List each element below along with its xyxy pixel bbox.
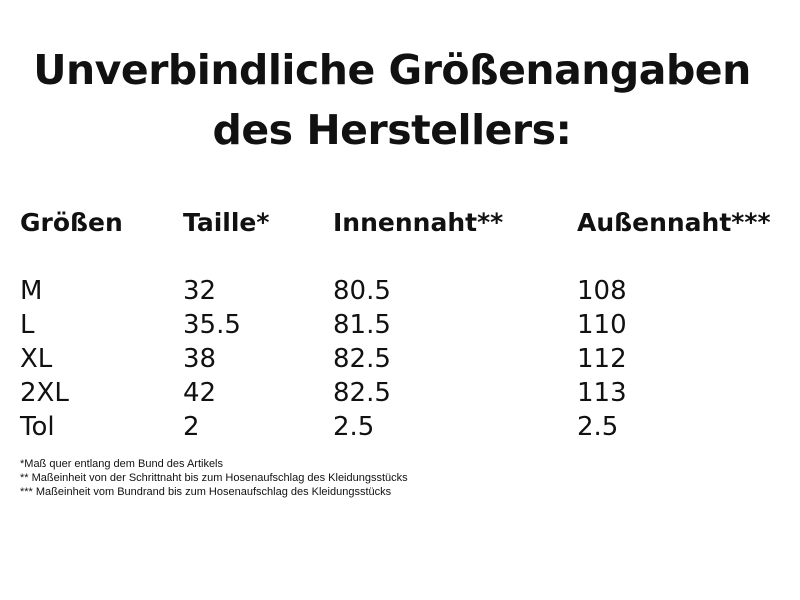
cell-taille: 35.5 <box>183 310 241 340</box>
page-title: Unverbindliche Größenangaben des Herstel… <box>0 40 784 160</box>
cell-taille: 42 <box>183 378 217 408</box>
footnote-aussennaht: *** Maßeinheit vom Bundrand bis zum Hose… <box>20 486 392 498</box>
footnote-innennaht: ** Maßeinheit von der Schrittnaht bis zu… <box>20 472 408 484</box>
size-table: Größen Taille* Innennaht** Außennaht*** … <box>20 200 787 444</box>
cell-innennaht: 82.5 <box>333 378 391 408</box>
cell-innennaht: 81.5 <box>333 310 391 340</box>
title-line-1: Unverbindliche Größenangaben <box>33 46 751 94</box>
cell-aussennaht: 113 <box>577 378 627 408</box>
table-row: L 35.5 81.5 110 <box>20 308 787 342</box>
cell-taille: 32 <box>183 276 217 306</box>
cell-size: M <box>20 276 43 306</box>
cell-size: L <box>20 310 35 340</box>
cell-innennaht: 80.5 <box>333 276 391 306</box>
table-row: XL 38 82.5 112 <box>20 342 787 376</box>
cell-aussennaht: 112 <box>577 344 627 374</box>
cell-aussennaht: 108 <box>577 276 627 306</box>
footnotes: *Maß quer entlang dem Bund des Artikels … <box>20 457 408 499</box>
cell-size: Tol <box>20 412 55 442</box>
table-header-row: Größen Taille* Innennaht** Außennaht*** <box>20 200 787 246</box>
header-innennaht: Innennaht** <box>333 208 504 237</box>
cell-aussennaht: 2.5 <box>577 412 619 442</box>
cell-innennaht: 2.5 <box>333 412 375 442</box>
cell-aussennaht: 110 <box>577 310 627 340</box>
table-row: M 32 80.5 108 <box>20 274 787 308</box>
header-aussennaht: Außennaht*** <box>577 208 771 237</box>
header-taille: Taille* <box>183 208 270 237</box>
cell-size: XL <box>20 344 53 374</box>
cell-size: 2XL <box>20 378 69 408</box>
cell-taille: 2 <box>183 412 200 442</box>
cell-innennaht: 82.5 <box>333 344 391 374</box>
cell-taille: 38 <box>183 344 217 374</box>
table-row: 2XL 42 82.5 113 <box>20 376 787 410</box>
footnote-taille: *Maß quer entlang dem Bund des Artikels <box>20 458 224 470</box>
table-row: Tol 2 2.5 2.5 <box>20 410 787 444</box>
title-line-2: des Herstellers: <box>212 106 572 154</box>
header-groessen: Größen <box>20 208 123 237</box>
